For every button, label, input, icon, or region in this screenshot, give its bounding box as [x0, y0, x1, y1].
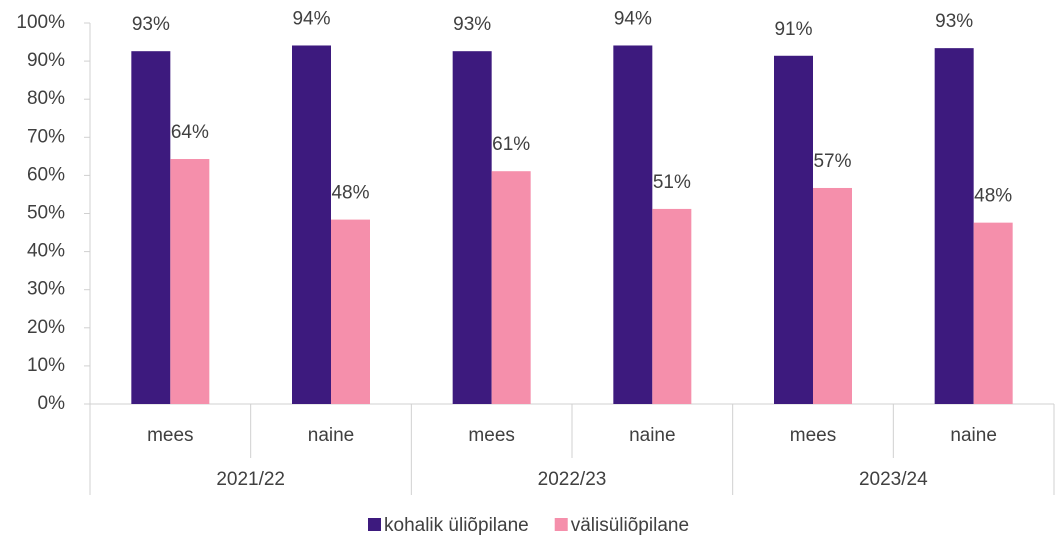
data-label: 93%	[935, 11, 973, 32]
bar	[131, 51, 171, 404]
legend-swatch	[554, 518, 568, 531]
x-tick-label: mees	[147, 425, 193, 446]
legend-label: välisüliõpilane	[571, 515, 689, 536]
y-tick-label: 50%	[27, 203, 65, 224]
y-tick-label: 90%	[27, 50, 65, 71]
bar	[652, 208, 692, 404]
data-label: 64%	[171, 122, 209, 143]
group-label: 2022/23	[538, 469, 607, 490]
bar	[934, 48, 974, 405]
group-label: 2021/22	[216, 469, 285, 490]
data-label: 51%	[653, 172, 691, 193]
y-tick-label: 30%	[27, 279, 65, 300]
legend-swatch	[368, 518, 381, 531]
bar	[813, 187, 852, 404]
data-label: 61%	[492, 134, 530, 155]
bar	[170, 159, 210, 404]
legend-label: kohalik üliõpilane	[384, 515, 529, 536]
y-tick-label: 70%	[27, 126, 65, 147]
group-label: 2023/24	[859, 469, 928, 490]
bar	[491, 171, 531, 404]
bar	[452, 51, 492, 404]
data-label: 94%	[292, 8, 330, 29]
y-tick-label: 60%	[27, 164, 65, 185]
data-label: 57%	[813, 151, 851, 172]
data-label: 93%	[453, 14, 491, 35]
y-tick-label: 20%	[27, 317, 65, 338]
data-label: 91%	[774, 19, 812, 40]
bar	[292, 45, 331, 404]
bar	[331, 219, 370, 404]
data-label: 48%	[331, 183, 369, 204]
bar	[774, 55, 813, 405]
x-tick-label: mees	[468, 425, 514, 446]
x-tick-label: naine	[950, 425, 997, 446]
x-tick-label: mees	[790, 425, 836, 446]
y-tick-label: 40%	[27, 241, 65, 262]
bar	[973, 222, 1013, 404]
data-label: 94%	[614, 8, 652, 29]
data-label: 93%	[132, 14, 170, 35]
x-tick-label: naine	[629, 425, 676, 446]
x-tick-label: naine	[308, 425, 355, 446]
y-tick-label: 10%	[27, 355, 65, 376]
y-tick-label: 0%	[38, 393, 66, 414]
data-label: 48%	[974, 186, 1012, 207]
bar	[613, 45, 653, 404]
y-tick-label: 80%	[27, 88, 65, 109]
y-tick-label: 100%	[16, 12, 65, 33]
